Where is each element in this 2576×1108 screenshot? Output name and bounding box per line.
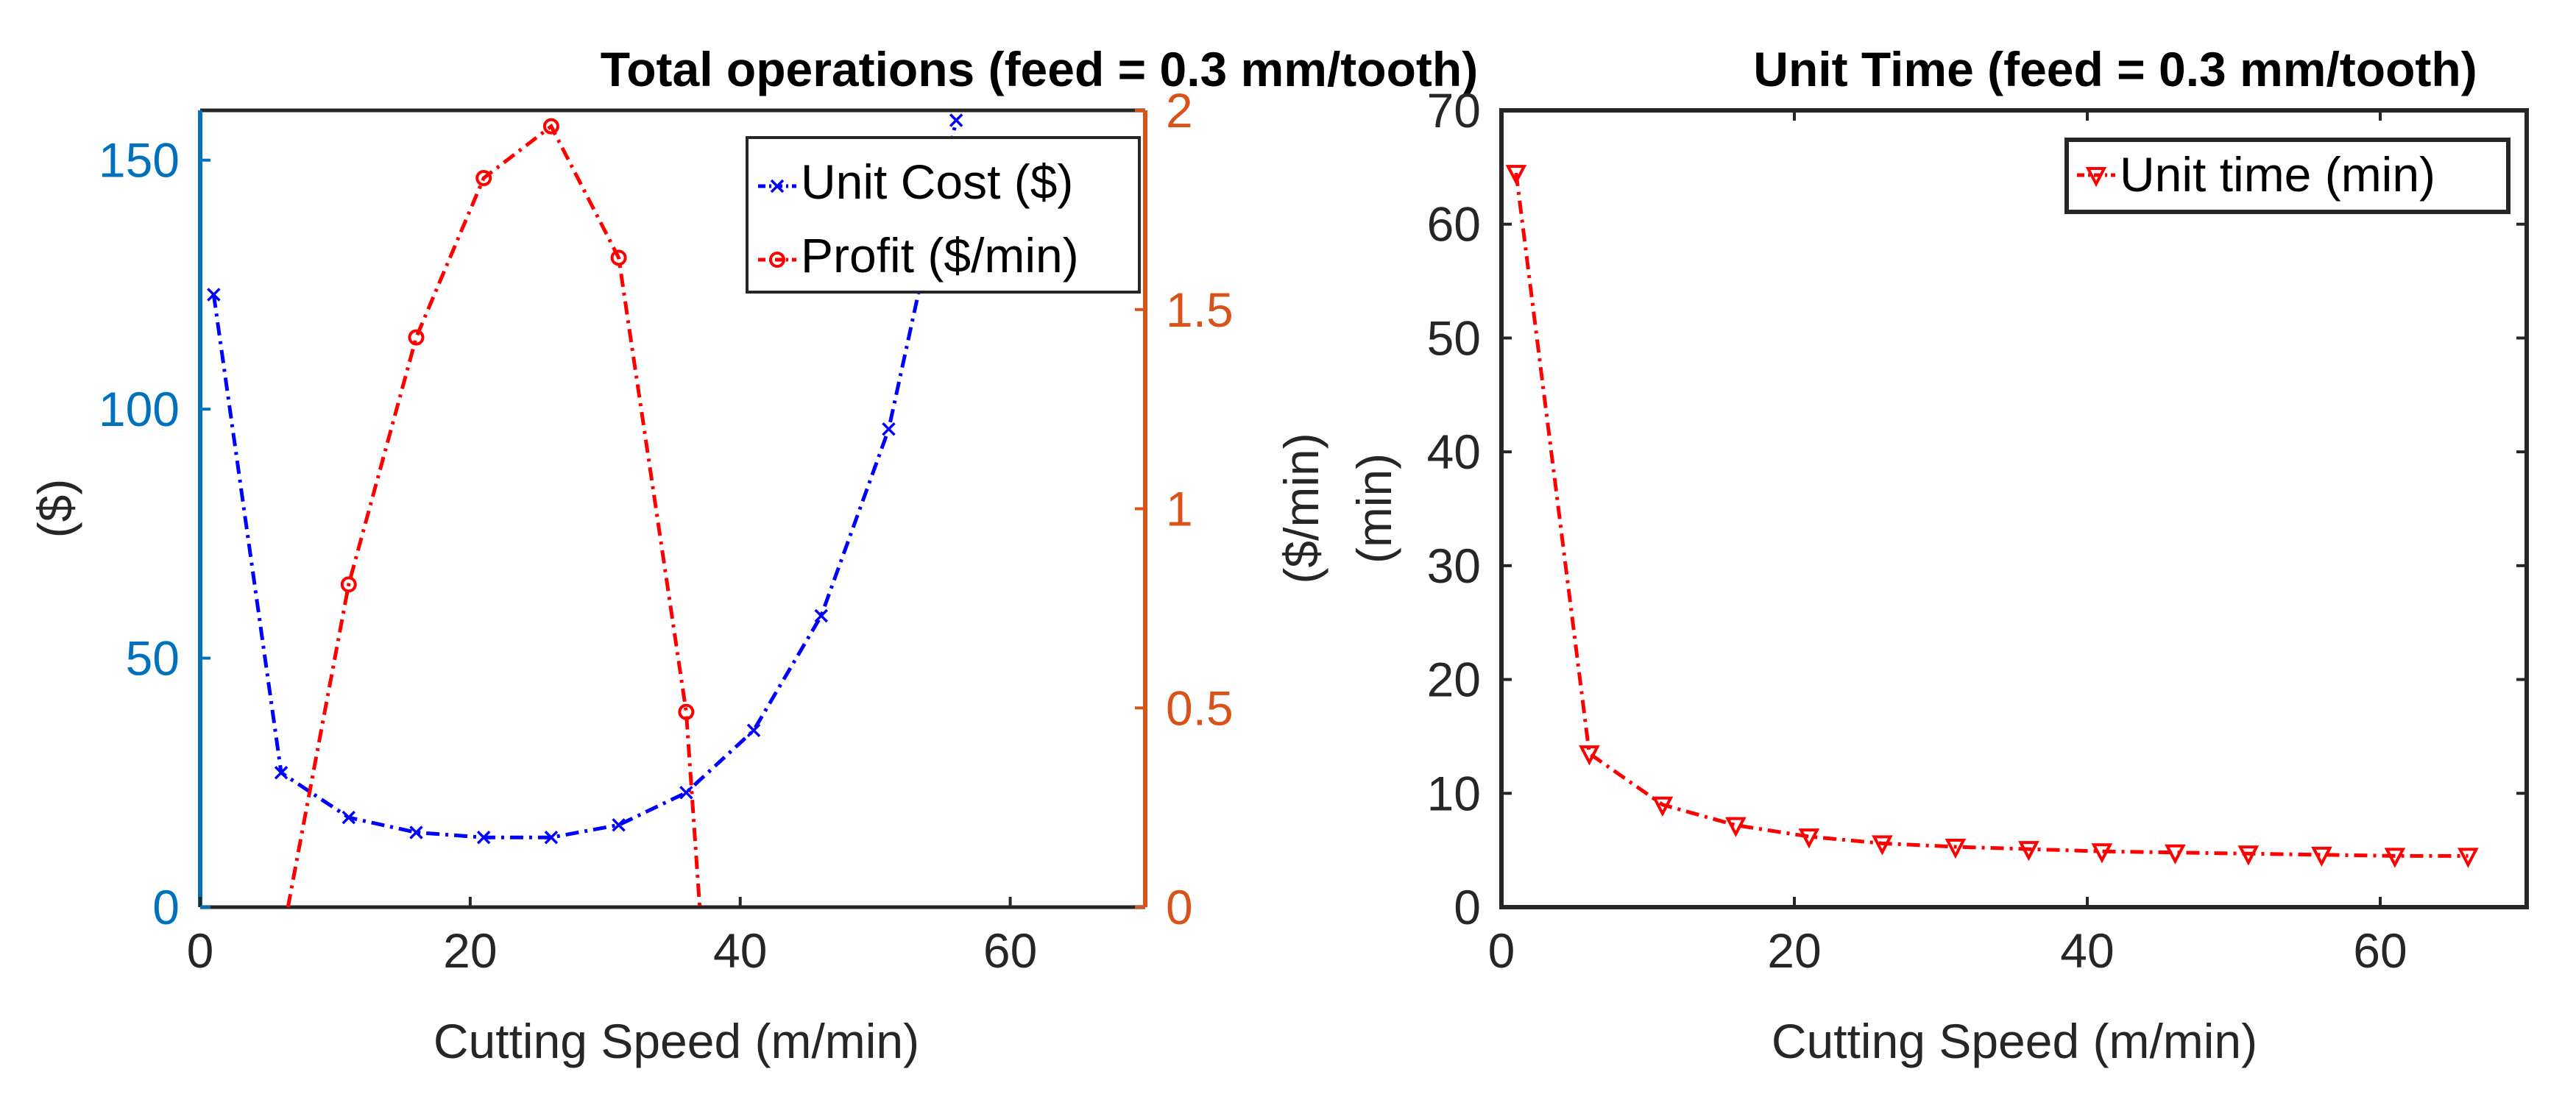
chart1-title: Total operations (feed = 0.3 mm/tooth) — [601, 42, 1478, 96]
chart2-point — [1505, 165, 1527, 185]
chart1-legend-label-profit: Profit ($/min) — [801, 228, 1079, 283]
chart1-point — [408, 329, 425, 346]
chart2-point — [2165, 844, 2186, 865]
chart1-series-line-1 — [286, 123, 702, 908]
chart2-y-tick-label: 10 — [1427, 766, 1481, 820]
chart2-ticks — [1500, 109, 2527, 909]
chart1-y-right-tick-label: 1.5 — [1166, 283, 1234, 337]
chart2-x-tick-label: 0 — [1488, 923, 1515, 978]
chart1-point — [949, 113, 963, 127]
chart1-y-left-tick-label: 0 — [152, 880, 180, 934]
chart1-point — [544, 831, 559, 845]
chart1-y-right-tick-label: 0 — [1166, 880, 1193, 934]
chart1-y-left-tick-label: 100 — [99, 382, 180, 436]
chart2-x-tick-label: 40 — [2060, 923, 2114, 978]
chart2-point — [2091, 843, 2113, 864]
chart1-point — [476, 831, 491, 845]
chart1-point — [882, 422, 896, 436]
chart2-plot-frame — [1499, 108, 2529, 909]
chart2-point — [2018, 841, 2039, 862]
chart2-series-line-0 — [1514, 172, 2469, 858]
chart1-y-right-tick-label: 2 — [1166, 83, 1193, 138]
chart2-point — [1725, 817, 1747, 837]
chart2-point — [2311, 846, 2332, 867]
chart2-legend: Unit time (min) — [2064, 138, 2510, 214]
chart1-legend-label-unit-cost: Unit Cost ($) — [801, 155, 1073, 209]
chart2-y-tick-label: 20 — [1427, 653, 1481, 707]
chart2-point — [1945, 839, 1967, 859]
chart2-y-tick-label: 70 — [1427, 83, 1481, 138]
chart2-point — [1798, 828, 1820, 849]
chart1-tick-labels: 0 20 40 60 0 50 100 150 0 0.5 1 1.5 2 — [99, 83, 1234, 978]
chart1-y-label-right: ($/min) — [1274, 433, 1328, 583]
chart2-y-tick-label: 50 — [1427, 310, 1481, 365]
chart2-point — [1579, 745, 1600, 766]
chart2-point — [2237, 845, 2260, 866]
chart2-y-tick-label: 30 — [1427, 539, 1481, 593]
chart-total-operations: Total operations (feed = 0.3 mm/tooth) 0… — [28, 42, 1478, 1068]
chart2-point — [1872, 835, 1893, 856]
chart1-y-label-left: ($) — [28, 479, 82, 539]
chart1-point — [475, 170, 492, 187]
chart1-y-left-tick-label: 150 — [99, 133, 180, 188]
chart1-y-left-tick-label: 50 — [126, 631, 180, 686]
chart2-legend-entry-unit-time — [2077, 167, 2115, 188]
chart1-point — [409, 825, 423, 839]
chart2-point — [1652, 796, 1674, 817]
chart2-y-tick-label: 40 — [1427, 425, 1481, 479]
chart2-y-label: (min) — [1347, 453, 1401, 564]
chart2-x-label: Cutting Speed (m/min) — [1772, 1014, 2257, 1068]
chart1-point — [542, 118, 559, 135]
chart2-x-tick-label: 60 — [2353, 923, 2407, 978]
chart1-x-tick-label: 60 — [983, 923, 1037, 978]
chart1-point — [340, 576, 357, 593]
chart1-legend-marker — [769, 252, 785, 268]
chart1-point — [678, 703, 695, 720]
chart1-y-right-tick-label: 1 — [1166, 482, 1193, 536]
chart1-x-tick-label: 0 — [187, 923, 214, 978]
chart2-legend-label-unit-time: Unit time (min) — [2120, 147, 2435, 202]
chart-unit-time: Unit Time (feed = 0.3 mm/tooth) 0 20 40 600… — [1347, 42, 2529, 1068]
chart2-y-tick-label: 0 — [1454, 880, 1481, 934]
chart1-point — [612, 818, 626, 832]
chart1-ticks — [199, 109, 1145, 909]
chart1-point — [207, 288, 221, 302]
chart2-title: Unit Time (feed = 0.3 mm/tooth) — [1753, 42, 2477, 96]
chart1-point — [814, 608, 829, 623]
chart1-x-label: Cutting Speed (m/min) — [434, 1014, 919, 1068]
chart1-point — [679, 786, 693, 800]
chart1-point — [746, 723, 761, 737]
chart1-x-tick-label: 20 — [443, 923, 497, 978]
chart1-series — [207, 113, 963, 908]
chart1-point — [342, 810, 356, 825]
chart1-legend-marker — [770, 179, 785, 193]
chart1-y-right-tick-label: 0.5 — [1166, 681, 1234, 735]
chart2-legend-box — [2064, 138, 2510, 214]
chart1-legend-box — [746, 136, 1141, 294]
chart2-y-tick-label: 60 — [1427, 197, 1481, 252]
chart2-legend-marker — [2085, 167, 2107, 188]
chart2-point — [2384, 848, 2406, 868]
chart2-point — [2458, 848, 2479, 868]
chart1-point — [610, 249, 627, 266]
chart1-legend-entry-profit — [758, 252, 796, 268]
chart1-series-line-0 — [211, 120, 958, 839]
chart1-x-tick-label: 40 — [713, 923, 767, 978]
chart1-point — [274, 766, 289, 780]
chart2-x-tick-label: 20 — [1767, 923, 1821, 978]
chart2-tick-labels: 0 20 40 60 0 10 20 30 40 50 60 70 — [1427, 83, 2407, 978]
chart1-legend: Unit Cost ($) Profit ($/min) — [746, 136, 1141, 294]
chart2-series — [1505, 165, 2479, 868]
chart1-legend-entry-unit-cost — [758, 179, 796, 193]
